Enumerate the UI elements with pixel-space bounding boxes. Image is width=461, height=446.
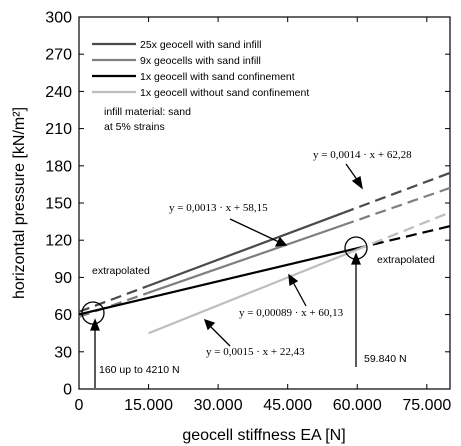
series-line-0-extrapolated [342, 171, 451, 214]
y-tick-label: 180 [45, 158, 72, 175]
series-line-2 [88, 247, 357, 314]
arrow-1x-without-head [203, 318, 216, 331]
equation-25x: y = 0,0014 · x + 62,28 [313, 149, 412, 161]
series-line-0-extrapolated [78, 284, 149, 313]
y-tick-label: 90 [54, 270, 72, 287]
arrow-9x-head [274, 236, 288, 247]
y-tick-label: 0 [63, 382, 72, 399]
y-tick-label: 270 [45, 47, 72, 64]
legend-label-9x: 9x geocells with sand infill [140, 55, 261, 67]
label-59840: 59.840 N [364, 353, 407, 365]
legend-label-1x-without: 1x geocell without sand confinement [140, 87, 309, 99]
y-tick-label: 30 [54, 344, 72, 361]
series-line-3-extrapolated [355, 211, 451, 251]
y-tick-label: 300 [45, 10, 72, 27]
arrow-1x-without [209, 325, 231, 347]
y-tick-label: 120 [45, 233, 72, 250]
series-line-1-extrapolated [342, 186, 451, 227]
note-strain: at 5% strains [104, 121, 165, 133]
arrow-9x [229, 218, 280, 243]
arrow-1x-with-head [288, 273, 299, 287]
series-line-1 [148, 223, 344, 294]
y-tick-label: 60 [54, 307, 72, 324]
arrow-1x-with [292, 281, 307, 307]
series-lines [78, 171, 451, 335]
equation-1x-with: y = 0,00089 · x + 60,13 [239, 307, 344, 319]
equation-9x: y = 0,0013 · x + 58,15 [169, 202, 268, 214]
label-extrapolated-left: extrapolated [92, 265, 150, 277]
x-tick-label: 45.000 [263, 397, 312, 414]
equation-1x-without: y = 0,0015 · x + 22,43 [206, 346, 305, 358]
y-tick-label: 240 [45, 84, 72, 101]
arrow-25x-head [351, 175, 363, 190]
x-tick-label: 60.000 [333, 397, 382, 414]
x-axis-title: geocell stiffness EA [N] [182, 427, 345, 444]
legend-label-25x: 25x geocell with sand infill [140, 39, 261, 51]
series-line-3 [148, 248, 357, 335]
x-tick-label: 30.000 [194, 397, 243, 414]
label-160-up-to-4210: 160 up to 4210 N [99, 364, 180, 376]
x-tick-label: 0 [75, 397, 84, 414]
extrapolation-circle-left [81, 301, 105, 325]
y-axis: 0 30 60 90 120 150 180 210 240 270 300 [45, 10, 450, 399]
x-axis: 0 15.000 30.000 45.000 60.000 75.000 [75, 17, 451, 414]
legend-label-1x-with: 1x geocell with sand confinement [140, 71, 295, 83]
label-extrapolated-right: extrapolated [377, 254, 435, 266]
series-line-1-extrapolated [78, 291, 149, 318]
arrow-25x [345, 163, 359, 182]
series-line-2-extrapolated [356, 225, 451, 250]
extrapolation-circle-right [344, 236, 368, 260]
series-line-0 [148, 211, 344, 287]
x-tick-label: 15.000 [124, 397, 173, 414]
y-tick-label: 150 [45, 196, 72, 213]
y-axis-title: horizontal pressure [kN/m²] [11, 107, 28, 299]
y-tick-label: 210 [45, 121, 72, 138]
arrow-160-head [90, 318, 100, 331]
series-line-2-extrapolated [78, 311, 89, 316]
note-infill: infill material: sand [104, 106, 191, 118]
legend: 25x geocell with sand infill 9x geocells… [92, 39, 309, 133]
x-tick-label: 75.000 [402, 397, 451, 414]
